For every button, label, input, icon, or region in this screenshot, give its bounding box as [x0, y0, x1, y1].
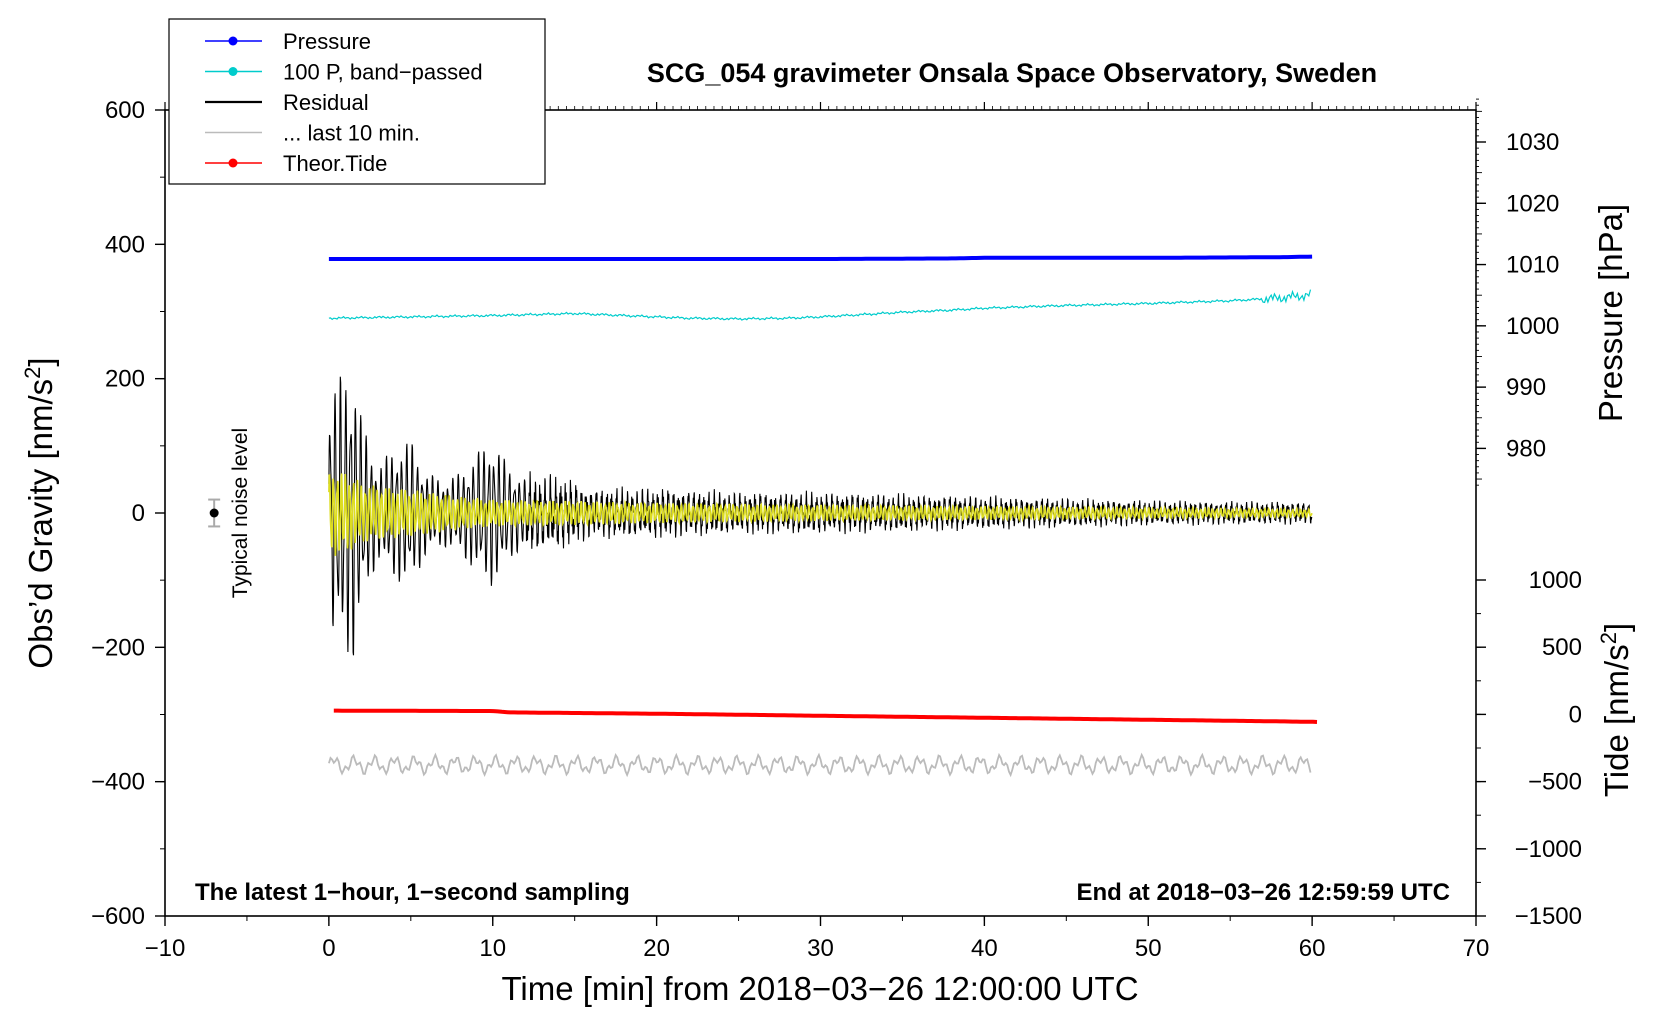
- tide-tick-label: 500: [1542, 634, 1582, 661]
- plot-series-layer: [328, 254, 1318, 778]
- tide-axis-label-main: Tide [nm/s: [1598, 644, 1635, 797]
- band-passed-line: [328, 289, 1312, 321]
- pressure-line: [328, 254, 1313, 261]
- y-tick-label: 0: [132, 500, 145, 527]
- y-axis-label-sup: 2: [20, 367, 45, 379]
- pressure-tick-label: 1020: [1506, 190, 1559, 217]
- pressure-axis-label: Pressure [hPa]: [1592, 204, 1629, 422]
- y-axis-label: Obs’d Gravity [nm/s2]: [20, 357, 59, 668]
- axes-layer: −10 0 10 20 30 40 50 60 70−600−400−2000200400600…: [91, 97, 1582, 962]
- last-10-min-line: [328, 752, 1312, 778]
- noise-annotation: [208, 498, 221, 528]
- legend-marker: [228, 67, 238, 76]
- legend-label: Pressure: [283, 29, 371, 54]
- tide-tick-label: −500: [1528, 769, 1582, 796]
- legend-label: ... last 10 min.: [283, 121, 420, 146]
- legend-entries: Pressure 100 P, band−passed Residual ... la…: [205, 29, 483, 176]
- tide-tick-label: 0: [1569, 701, 1582, 728]
- x-tick-label: −10: [145, 935, 186, 962]
- y-tick-label: −600: [91, 903, 145, 930]
- x-tick-label: 60: [1299, 935, 1326, 962]
- y-axis-label-main: Obs’d Gravity [nm/s: [22, 379, 59, 669]
- tide-axis-label-sup: 2: [1596, 632, 1621, 644]
- legend: Pressure 100 P, band−passed Residual ... la…: [168, 18, 546, 185]
- legend-marker: [228, 158, 238, 168]
- bottom-right-note: End at 2018−03−26 12:59:59 UTC: [1076, 879, 1450, 906]
- pressure-tick-label: 1030: [1506, 129, 1559, 156]
- tide-tick-label: 1000: [1529, 567, 1582, 594]
- legend-label: Theor.Tide: [283, 151, 387, 176]
- y-tick-label: 200: [105, 366, 145, 393]
- x-tick-label: 70: [1463, 935, 1490, 962]
- noise-label: Typical noise level: [229, 428, 252, 598]
- tide-tick-label: −1500: [1515, 903, 1582, 930]
- tide-axis-label-end: ]: [1598, 623, 1635, 632]
- x-tick-label: 40: [971, 935, 998, 962]
- legend-label: 100 P, band−passed: [283, 60, 483, 85]
- filtered-residual-line: [328, 473, 1313, 556]
- pressure-tick-label: 1000: [1506, 313, 1559, 340]
- tide-axis-label: Tide [nm/s2]: [1596, 623, 1635, 797]
- legend-label: Residual: [283, 90, 369, 115]
- legend-marker: [228, 36, 238, 46]
- x-tick-label: 30: [807, 935, 834, 962]
- x-tick-label: 10: [479, 935, 506, 962]
- x-tick-label: 0: [322, 935, 335, 962]
- theor-tide-line: [333, 708, 1318, 724]
- chart-title: SCG_054 gravimeter Onsala Space Observat…: [647, 58, 1377, 88]
- x-tick-label: 20: [643, 935, 670, 962]
- noise-point: [209, 508, 219, 518]
- pressure-tick-label: 990: [1506, 374, 1546, 401]
- x-tick-label: 50: [1135, 935, 1162, 962]
- y-tick-label: −400: [91, 769, 145, 796]
- x-axis-label: Time [min] from 2018−03−26 12:00:00 UTC: [501, 970, 1138, 1007]
- pressure-tick-label: 980: [1506, 435, 1546, 462]
- pressure-tick-label: 1010: [1506, 252, 1559, 279]
- y-tick-label: −200: [91, 634, 145, 661]
- tide-tick-label: −1000: [1515, 836, 1582, 863]
- y-tick-label: 400: [105, 231, 145, 258]
- bottom-left-note: The latest 1−hour, 1−second sampling: [195, 879, 630, 906]
- y-axis-label-end: ]: [22, 357, 59, 366]
- y-tick-label: 600: [105, 97, 145, 124]
